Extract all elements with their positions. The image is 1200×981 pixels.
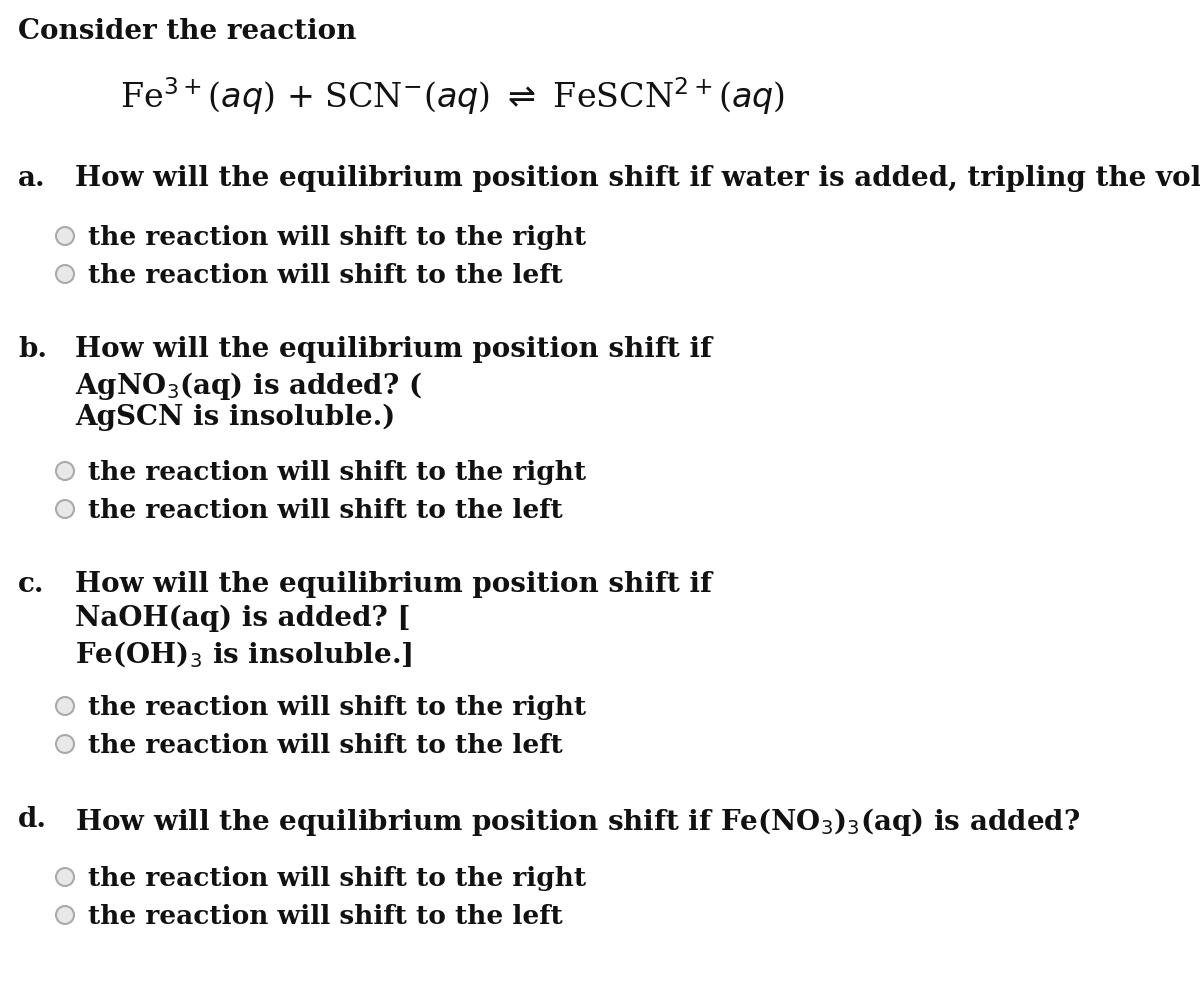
Circle shape (56, 227, 74, 245)
Circle shape (56, 265, 74, 283)
Text: Consider the reaction: Consider the reaction (18, 18, 356, 45)
Text: the reaction will shift to the right: the reaction will shift to the right (88, 460, 586, 485)
Circle shape (56, 500, 74, 518)
Text: b.: b. (18, 336, 47, 363)
Circle shape (56, 868, 74, 886)
Text: the reaction will shift to the right: the reaction will shift to the right (88, 866, 586, 891)
Text: the reaction will shift to the left: the reaction will shift to the left (88, 498, 563, 523)
Text: How will the equilibrium position shift if Fe(NO$_3$)$_3$(aq) is added?: How will the equilibrium position shift … (74, 806, 1080, 838)
Text: the reaction will shift to the left: the reaction will shift to the left (88, 263, 563, 288)
Circle shape (56, 697, 74, 715)
Circle shape (56, 906, 74, 924)
Text: the reaction will shift to the left: the reaction will shift to the left (88, 733, 563, 758)
Text: Fe(OH)$_3$ is insoluble.]: Fe(OH)$_3$ is insoluble.] (74, 639, 413, 670)
Text: How will the equilibrium position shift if water is added, tripling the volume?: How will the equilibrium position shift … (74, 165, 1200, 192)
Text: NaOH(aq) is added? [: NaOH(aq) is added? [ (74, 605, 410, 633)
Text: a.: a. (18, 165, 46, 192)
Text: AgNO$_3$(aq) is added? (: AgNO$_3$(aq) is added? ( (74, 370, 421, 402)
Text: the reaction will shift to the left: the reaction will shift to the left (88, 904, 563, 929)
Text: c.: c. (18, 571, 44, 598)
Text: How will the equilibrium position shift if: How will the equilibrium position shift … (74, 336, 712, 363)
Text: the reaction will shift to the right: the reaction will shift to the right (88, 225, 586, 250)
Text: the reaction will shift to the right: the reaction will shift to the right (88, 695, 586, 720)
Text: How will the equilibrium position shift if: How will the equilibrium position shift … (74, 571, 712, 598)
Circle shape (56, 735, 74, 753)
Text: Fe$^{3+}$($\mathit{aq}$) + SCN$^{-}$($\mathit{aq}$) $\rightleftharpoons$ FeSCN$^: Fe$^{3+}$($\mathit{aq}$) + SCN$^{-}$($\m… (120, 75, 785, 117)
Text: AgSCN is insoluble.): AgSCN is insoluble.) (74, 404, 395, 432)
Circle shape (56, 462, 74, 480)
Text: d.: d. (18, 806, 47, 833)
